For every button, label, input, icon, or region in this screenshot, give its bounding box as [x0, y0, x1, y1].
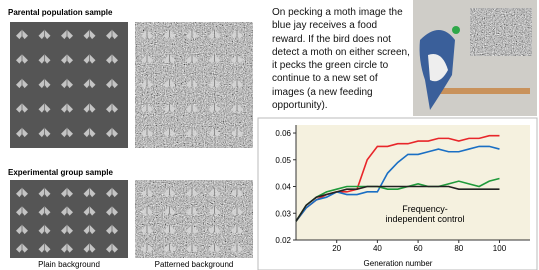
annotation: Frequency-: [402, 204, 448, 214]
x-tick-label: 40: [373, 244, 382, 253]
caption: Patterned background: [155, 260, 234, 269]
x-tick-label: 20: [332, 244, 341, 253]
panel-title: Experimental group sample: [8, 168, 113, 177]
x-axis-label: Generation number: [364, 259, 433, 268]
y-tick-label: 0.03: [275, 209, 291, 218]
x-tick-label: 100: [493, 244, 507, 253]
figure: Parental population sample Experimental …: [0, 0, 539, 270]
figure-canvas: Parental population sample Experimental …: [0, 0, 539, 270]
y-tick-label: 0.05: [275, 156, 291, 165]
annotation: independent control: [385, 214, 464, 224]
y-tick-label: 0.04: [275, 183, 291, 192]
caption: Plain background: [38, 260, 100, 269]
description: On pecking a moth image the blue jay rec…: [272, 6, 412, 112]
photo: [413, 0, 537, 116]
y-tick-label: 0.02: [275, 236, 291, 245]
x-tick-label: 60: [414, 244, 423, 253]
x-tick-label: 80: [454, 244, 463, 253]
y-tick-label: 0.06: [275, 129, 291, 138]
panel-title: Parental population sample: [8, 8, 113, 17]
